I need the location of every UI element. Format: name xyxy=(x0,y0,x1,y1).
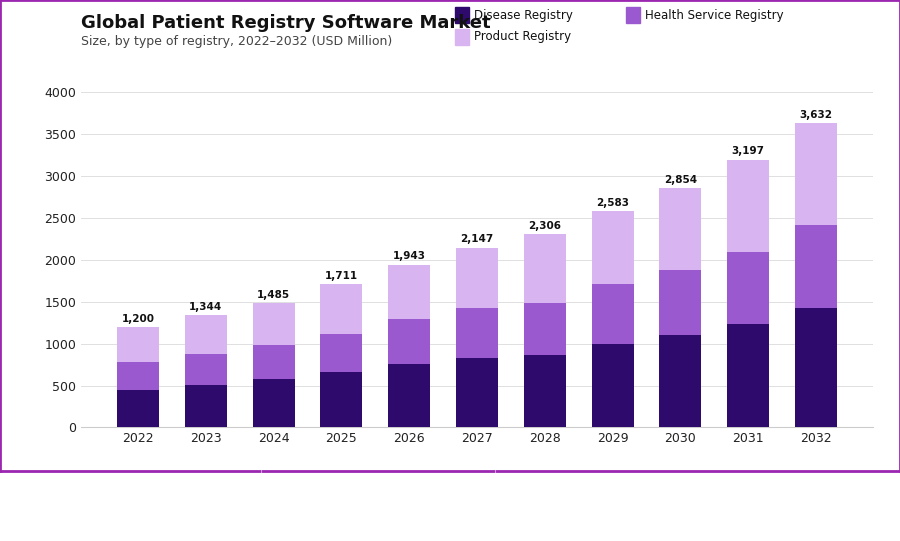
Bar xyxy=(388,364,430,427)
Bar xyxy=(184,354,227,385)
Bar xyxy=(456,358,498,427)
Bar xyxy=(795,123,837,225)
Bar xyxy=(320,284,363,334)
Bar xyxy=(524,354,566,427)
Text: 1,711: 1,711 xyxy=(325,271,358,281)
Bar xyxy=(253,303,294,345)
Text: Disease Registry: Disease Registry xyxy=(474,9,573,22)
Bar xyxy=(660,270,701,335)
Bar xyxy=(524,302,566,354)
Bar xyxy=(117,327,159,362)
Text: 2,306: 2,306 xyxy=(528,221,562,231)
Bar xyxy=(117,390,159,427)
Bar xyxy=(795,225,837,308)
Text: $1,200M: $1,200M xyxy=(518,488,680,521)
Bar xyxy=(591,344,634,427)
Text: ONE STOP SHOP FOR THE REPORTS: ONE STOP SHOP FOR THE REPORTS xyxy=(716,518,826,523)
Text: 2,583: 2,583 xyxy=(596,198,629,208)
Bar xyxy=(253,345,294,379)
Bar xyxy=(660,188,701,270)
Text: 3,632: 3,632 xyxy=(799,110,833,120)
Text: 12%: 12% xyxy=(180,488,260,521)
Text: Size, by type of registry, 2022–2032 (USD Million): Size, by type of registry, 2022–2032 (US… xyxy=(81,35,392,48)
Text: market.us: market.us xyxy=(720,487,823,505)
Text: 1,485: 1,485 xyxy=(257,290,290,300)
Bar xyxy=(591,284,634,344)
Bar xyxy=(591,211,634,284)
Bar xyxy=(253,379,294,427)
Bar xyxy=(388,265,430,319)
Bar xyxy=(524,234,566,302)
Text: 3,197: 3,197 xyxy=(732,147,765,156)
Bar xyxy=(320,334,363,372)
Bar xyxy=(184,385,227,427)
Bar xyxy=(184,315,227,354)
Text: 2,147: 2,147 xyxy=(461,234,493,245)
Text: Health Service Registry: Health Service Registry xyxy=(645,9,784,22)
Bar xyxy=(727,160,770,252)
Bar xyxy=(660,335,701,427)
Text: At the CAGR of:: At the CAGR of: xyxy=(22,512,127,526)
Bar xyxy=(795,308,837,427)
Bar xyxy=(727,252,770,325)
Text: 1,200: 1,200 xyxy=(122,314,155,324)
Text: The Market will Grow: The Market will Grow xyxy=(22,487,164,500)
Text: 1,943: 1,943 xyxy=(392,252,426,261)
Bar xyxy=(388,319,430,364)
Text: Product Registry: Product Registry xyxy=(474,30,572,43)
Text: The forecasted market: The forecasted market xyxy=(297,487,448,500)
Text: size for 2032 in USD:: size for 2032 in USD: xyxy=(297,512,436,526)
Bar xyxy=(456,248,498,308)
Text: 1,344: 1,344 xyxy=(189,301,222,312)
Bar xyxy=(727,325,770,427)
Text: 2,854: 2,854 xyxy=(664,175,697,185)
Bar xyxy=(117,362,159,390)
Text: Ⓜ: Ⓜ xyxy=(688,492,704,517)
Bar xyxy=(320,372,363,427)
Text: Global Patient Registry Software Market: Global Patient Registry Software Market xyxy=(81,14,491,31)
Bar xyxy=(456,308,498,358)
